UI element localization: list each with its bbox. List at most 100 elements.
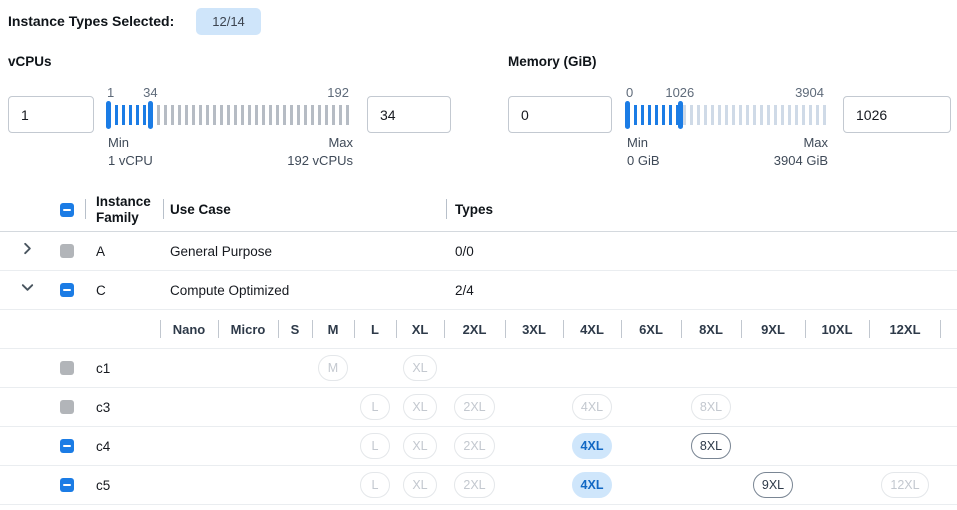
use-case: General Purpose [170,243,273,259]
instance-types-selected-label: Instance Types Selected: [8,13,175,29]
size-pill-c4-8xl[interactable]: 8XL [690,433,732,459]
instance-row-c4: c4 L XL 2XL 4XL 8XL [0,427,957,466]
table-header-row: Instance Family Use Case Types [0,188,957,232]
header-divider [446,199,447,219]
size-pill-c5-12xl: 12XL [881,472,929,498]
memory-scale-high-label: 3904 [795,85,824,100]
header-divider [85,199,86,219]
size-pill-c3-l: L [360,394,390,420]
selection-summary-bar: Instance Types Selected: 12/14 [0,0,957,42]
size-pill-c4-xl: XL [403,433,437,459]
types-count: 0/0 [455,243,474,259]
expand-toggle-a[interactable] [0,241,48,261]
size-pill-c4-2xl: 2XL [454,433,495,459]
vcpus-minmax-labels: Min 1 vCPU Max 192 vCPUs [108,134,353,170]
column-header-use-case: Use Case [170,201,231,217]
filters-row: vCPUs 1 34 192 Min 1 vCPU [0,54,957,170]
vcpus-max-caption: 192 vCPUs [287,153,353,168]
vcpus-max-label: Max [328,135,353,150]
size-pill-c3-8xl: 8XL [690,394,732,420]
table-rows: A General Purpose 0/0 C Compute Optimized 2/4… [0,232,957,505]
memory-max-label: Max [803,135,828,150]
size-column-header-10xl: 10XL [805,310,869,348]
family-c-checkbox-indeterminate[interactable] [59,283,74,297]
memory-slider-active-range [627,105,680,125]
vcpus-filter-section: vCPUs 1 34 192 Min 1 vCPU [8,54,451,170]
size-column-header-s: S [278,310,312,348]
instance-family-table: Instance Family Use Case Types A General … [0,188,957,505]
size-column-header-xl: XL [396,310,444,348]
vcpus-slider-track [106,101,353,129]
instance-row-c3: c3 L XL 2XL 4XL 8XL [0,388,957,427]
vcpus-title: vCPUs [8,54,52,69]
size-pill-c5-4xl[interactable]: 4XL [571,472,613,498]
size-column-header-4xl: 4XL [563,310,621,348]
memory-min-input[interactable] [508,96,612,133]
instance-name: c5 [96,477,111,493]
chevron-right-icon [20,241,35,261]
size-column-header-l: L [354,310,396,348]
memory-scale-low-label: 0 [626,85,634,100]
memory-min-label: Min [627,135,648,150]
expand-toggle-c[interactable] [0,280,48,300]
selected-count-badge: 12/14 [196,7,261,35]
memory-range-slider: 0 1026 3904 Min 0 GiB Max 3904 [625,85,828,170]
size-column-header-nano: Nano [160,310,218,348]
vcpus-scale-selected-label: 34 [143,85,158,100]
size-pill-c4-4xl[interactable]: 4XL [571,433,613,459]
memory-filter-section: Memory (GiB) 0 1026 3904 Min 0 GiB [508,54,951,170]
use-case: Compute Optimized [170,282,290,298]
size-column-header-8xl: 8XL [681,310,741,348]
select-all-checkbox[interactable] [59,202,74,217]
size-pill-c3-4xl: 4XL [571,394,613,420]
memory-scale-selected-label: 1026 [665,85,695,100]
family-name: C [96,282,106,298]
vcpus-range-slider: 1 34 192 Min 1 vCPU Max 192 vC [106,85,353,170]
memory-min-caption: 0 GiB [627,153,660,168]
size-header-row: Nano Micro S M L XL 2XL 3XL 4XL 6XL 8XL 9XL 10XL 12XL [0,310,957,349]
memory-minmax-labels: Min 0 GiB Max 3904 GiB [627,134,828,170]
size-column-header-12xl: 12XL [869,310,941,348]
size-pill-c3-2xl: 2XL [454,394,495,420]
memory-slider-handle-min[interactable] [625,101,630,129]
size-pill-c4-l: L [360,433,390,459]
family-name: A [96,243,106,259]
size-column-header-2xl: 2XL [444,310,505,348]
instance-c1-checkbox-disabled [59,361,74,375]
family-row-a: A General Purpose 0/0 [0,232,957,271]
instance-c4-checkbox-indeterminate[interactable] [59,439,74,453]
vcpus-min-input[interactable] [8,96,94,133]
vcpus-min-caption: 1 vCPU [108,153,153,168]
size-pill-c5-2xl: 2XL [454,472,495,498]
instance-name: c4 [96,438,111,454]
size-column-header-m: M [312,310,354,348]
size-pill-c5-xl: XL [403,472,437,498]
size-column-header-9xl: 9XL [741,310,805,348]
vcpus-slider-handle-max[interactable] [148,101,154,129]
instance-c5-checkbox-indeterminate[interactable] [59,478,74,492]
types-count: 2/4 [455,282,474,298]
memory-slider-track [625,101,828,129]
memory-max-input[interactable] [843,96,951,133]
vcpus-slider-handle-min[interactable] [106,101,111,129]
family-row-c: C Compute Optimized 2/4 [0,271,957,310]
vcpus-min-label: Min [108,135,129,150]
column-header-instance-family: Instance Family [96,193,151,225]
instance-row-c1: c1 M XL [0,349,957,388]
size-column-header-3xl: 3XL [505,310,563,348]
header-divider [163,199,164,219]
size-column-header-6xl: 6XL [621,310,681,348]
size-pill-c1-m: M [318,355,348,381]
vcpus-slider-scale: 1 34 192 [107,85,353,105]
memory-slider-handle-max[interactable] [677,101,683,129]
vcpus-max-input[interactable] [367,96,451,133]
family-a-checkbox-disabled [59,244,74,258]
size-pill-c5-9xl[interactable]: 9XL [752,472,794,498]
size-pill-c5-l: L [360,472,390,498]
column-header-types: Types [455,201,494,217]
size-pill-c1-xl: XL [403,355,437,381]
memory-title: Memory (GiB) [508,54,597,69]
vcpus-slider-active-range [108,105,151,125]
instance-name: c3 [96,399,111,415]
vcpus-scale-low-label: 1 [107,85,115,100]
